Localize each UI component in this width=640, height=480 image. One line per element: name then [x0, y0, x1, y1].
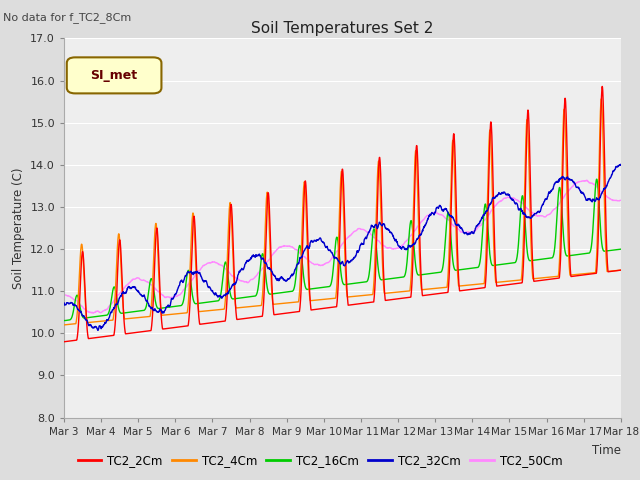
Y-axis label: Soil Temperature (C): Soil Temperature (C): [12, 167, 25, 289]
Text: SI_met: SI_met: [90, 69, 138, 82]
Legend: TC2_2Cm, TC2_4Cm, TC2_16Cm, TC2_32Cm, TC2_50Cm: TC2_2Cm, TC2_4Cm, TC2_16Cm, TC2_32Cm, TC…: [73, 449, 567, 472]
X-axis label: Time: Time: [592, 444, 621, 457]
Title: Soil Temperatures Set 2: Soil Temperatures Set 2: [252, 21, 433, 36]
Text: No data for f_TC2_8Cm: No data for f_TC2_8Cm: [3, 12, 131, 23]
FancyBboxPatch shape: [67, 58, 161, 94]
